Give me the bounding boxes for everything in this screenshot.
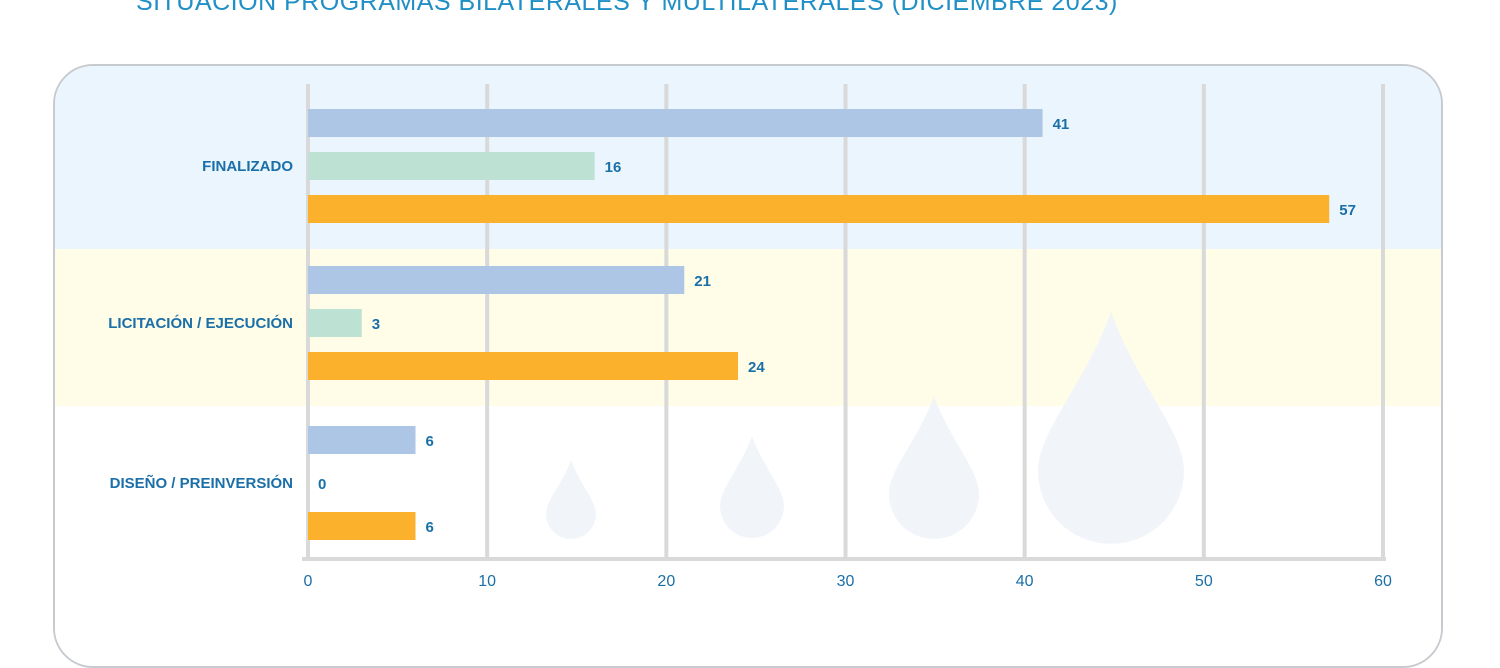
- bar-1-series-1: [308, 109, 1043, 137]
- bar-2-series-1: [308, 266, 685, 294]
- bar-1-series-2: [308, 152, 595, 180]
- band-licitacion: [55, 249, 1441, 406]
- value-label-1-series-3: 57: [1339, 202, 1356, 219]
- x-tick-label-50: 50: [1195, 573, 1213, 590]
- grid-line-50: [1201, 84, 1206, 560]
- water-drop-1: [546, 460, 596, 539]
- bars: 41 16 57 21 3 24 6 0 6: [308, 109, 1356, 540]
- chart-title: SITUACIÓN PROGRAMAS BILATERALES Y MULTIL…: [136, 0, 1118, 16]
- value-label-2-series-3: 24: [748, 359, 765, 376]
- x-axis-line: [302, 557, 1386, 561]
- bar-1-series-3: [308, 195, 1330, 223]
- value-label-3-series-3: 6: [426, 519, 434, 536]
- value-label-2-series-2: 3: [372, 316, 380, 333]
- grid-line-20: [664, 84, 669, 560]
- grid-line-40: [1022, 84, 1027, 560]
- x-tick-label-0: 0: [304, 573, 313, 590]
- value-label-3-series-2: 0: [318, 476, 326, 493]
- water-drop-2: [720, 436, 784, 538]
- category-labels: FINALIZADO LICITACIÓN / EJECUCIÓN DISEÑO /…: [108, 158, 293, 492]
- water-drop-3: [889, 396, 979, 539]
- value-label-3-series-1: 6: [426, 433, 434, 450]
- x-tick-label-30: 30: [837, 573, 855, 590]
- water-drop-4: [1038, 312, 1184, 544]
- value-label-1-series-2: 16: [605, 159, 622, 176]
- water-drops-decoration: [546, 312, 1184, 544]
- x-axis: 0 10 20 30 40 50 60: [302, 557, 1392, 590]
- bar-3-series-1: [308, 426, 416, 454]
- x-tick-label-40: 40: [1016, 573, 1034, 590]
- bar-2-series-3: [308, 352, 738, 380]
- category-label-3: DISEÑO / PREINVERSIÓN: [110, 474, 293, 492]
- x-tick-label-60: 60: [1374, 573, 1392, 590]
- grid-line-60: [1381, 84, 1385, 560]
- value-label-2-series-1: 21: [694, 273, 711, 290]
- category-label-1: FINALIZADO: [202, 158, 293, 175]
- grid-line-10: [485, 84, 490, 560]
- grid-line-30: [843, 84, 848, 560]
- value-label-1-series-1: 41: [1053, 116, 1070, 133]
- x-tick-label-20: 20: [657, 573, 675, 590]
- x-tick-label-10: 10: [478, 573, 496, 590]
- bar-2-series-2: [308, 309, 362, 337]
- category-label-2: LICITACIÓN / EJECUCIÓN: [108, 314, 293, 332]
- bar-3-series-3: [308, 512, 416, 540]
